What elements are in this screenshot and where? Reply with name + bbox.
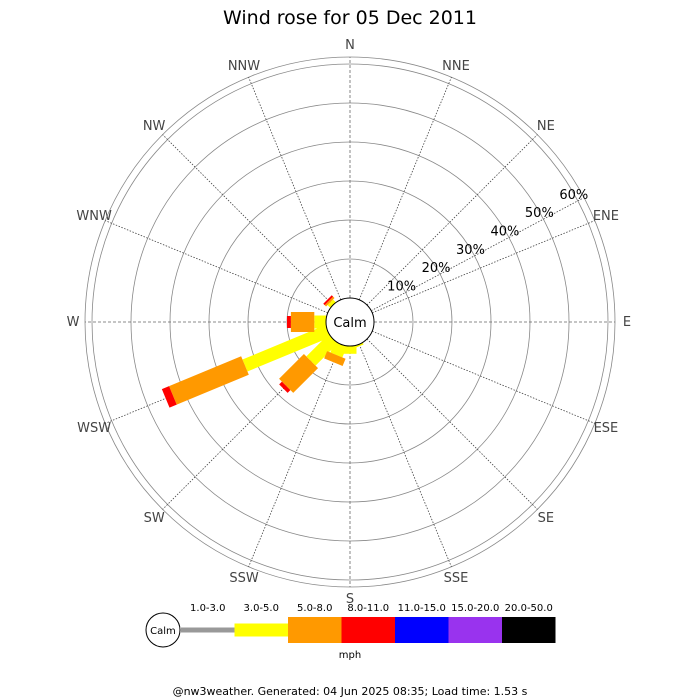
direction-label-wnw: WNW	[76, 209, 112, 224]
direction-label-nw: NW	[143, 119, 166, 134]
chart-title: Wind rose for 05 Dec 2011	[223, 7, 477, 29]
legend-label-5: 11.0-15.0	[398, 603, 446, 614]
petal-nw-3_0-5_0	[327, 299, 336, 308]
ring-label-3: 30%	[456, 243, 485, 258]
spoke-ese	[372, 330, 595, 424]
petal-nw-8_0-11_0	[323, 295, 334, 306]
spoke-nne	[358, 77, 452, 300]
direction-label-nne: NNE	[442, 59, 470, 74]
legend-swatch-1	[181, 627, 235, 633]
petal-sw-3_0-5_0	[306, 334, 338, 366]
spoke-ne	[366, 134, 538, 306]
spoke-ssw	[248, 344, 342, 567]
spoke-sse	[358, 344, 452, 567]
legend-label-1: 1.0-3.0	[190, 603, 225, 614]
petal-nw-5_0-8_0	[324, 296, 335, 307]
direction-label-ne: NE	[537, 119, 555, 134]
direction-label-se: SE	[538, 511, 554, 526]
legend-swatch-6	[448, 617, 502, 643]
petal-sw-5_0-8_0	[279, 353, 319, 393]
ring-label-1: 10%	[387, 279, 416, 294]
direction-label-n: N	[345, 38, 355, 53]
legend-swatch-5	[395, 617, 449, 643]
direction-label-wsw: WSW	[77, 421, 111, 436]
ring-labels: 10% 20% 30% 40% 50% 60%	[371, 188, 588, 312]
spoke-nnw	[248, 77, 342, 300]
ring-label-5: 50%	[525, 206, 554, 221]
legend-calm-circle	[145, 612, 181, 648]
ring-label-2: 20%	[422, 261, 451, 276]
spoke-wnw	[105, 220, 328, 314]
direction-label-w: W	[67, 315, 80, 330]
calm-circle	[325, 297, 375, 347]
ring-label-6: 60%	[559, 188, 588, 203]
direction-label-s: S	[346, 592, 354, 607]
wind-petals	[161, 295, 364, 408]
petal-ssw-3_0-5_0	[330, 341, 347, 358]
petal-wsw-3_0-5_0	[242, 325, 331, 372]
legend-swatch-2	[234, 623, 288, 637]
direction-label-sw: SW	[144, 511, 165, 526]
legend-calm-label: Calm	[150, 626, 176, 637]
calm-label: Calm	[333, 316, 366, 331]
direction-label-e: E	[623, 315, 631, 330]
petal-wsw-8_0-11_0	[161, 386, 177, 408]
footer-text: @nw3weather. Generated: 04 Jun 2025 08:3…	[173, 685, 528, 698]
legend-label-7: 20.0-50.0	[505, 603, 553, 614]
ring-label-axis	[371, 198, 583, 312]
spoke-nw	[162, 134, 334, 306]
direction-label-ssw: SSW	[229, 571, 259, 586]
direction-label-nnw: NNW	[228, 59, 260, 74]
direction-label-ese: ESE	[594, 421, 619, 436]
legend-label-6: 15.0-20.0	[451, 603, 499, 614]
calm-center: Calm	[325, 297, 375, 347]
legend-swatch-7	[502, 617, 556, 643]
petal-ssw-5_0-8_0	[324, 351, 346, 367]
legend-swatch-3	[288, 617, 342, 643]
petal-sw-8_0-11_0	[279, 381, 291, 393]
spoke-ene	[372, 220, 595, 314]
direction-label-sse: SSE	[444, 571, 469, 586]
direction-label-ene: ENE	[593, 209, 619, 224]
legend-swatch-4	[341, 617, 395, 643]
grid-ring-6	[91, 63, 609, 581]
legend-label-3: 5.0-8.0	[297, 603, 332, 614]
legend-label-2: 3.0-5.0	[244, 603, 279, 614]
legend-unit: mph	[339, 650, 361, 661]
spoke-se	[366, 338, 538, 510]
legend-label-4: 8.0-11.0	[347, 603, 389, 614]
polar-grid: N NNE NE ENE E ESE SE SSE S SSW SW WSW W WNW NW NNW	[67, 38, 632, 607]
ring-label-4: 40%	[490, 224, 519, 239]
petal-wsw-5_0-8_0	[169, 356, 249, 405]
legend: Calm 1.0-3.0 3.0-5.0 5.0-8.0 8.0-11.0 11.0-15…	[145, 603, 556, 661]
